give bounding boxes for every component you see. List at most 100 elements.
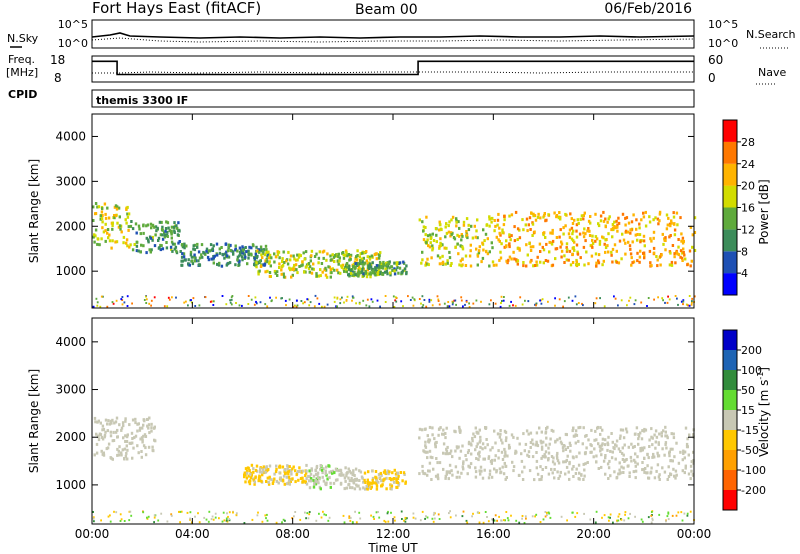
echo-cell xyxy=(480,260,483,264)
echo-cell xyxy=(546,259,550,263)
echo-cell xyxy=(269,296,271,299)
echo-cell xyxy=(364,481,367,484)
echo-cell xyxy=(418,436,421,440)
echo-cell xyxy=(673,474,676,478)
echo-cell xyxy=(349,471,353,475)
echo-cell xyxy=(675,211,679,215)
echo-cell xyxy=(464,264,468,267)
echo-cell xyxy=(476,263,479,267)
echo-cell xyxy=(506,454,509,458)
echo-cell xyxy=(131,437,134,440)
echo-cell xyxy=(584,451,587,455)
echo-cell xyxy=(337,262,340,266)
echo-cell xyxy=(432,239,436,242)
echo-cell xyxy=(262,249,265,253)
echo-cell xyxy=(504,465,507,468)
echo-cell xyxy=(359,259,362,263)
echo-cell xyxy=(586,229,589,233)
echo-cell xyxy=(628,299,630,302)
echo-cell xyxy=(637,442,640,446)
echo-cell xyxy=(547,457,550,460)
echo-cell xyxy=(607,217,610,221)
echo-cell xyxy=(649,237,652,241)
echo-cell xyxy=(304,480,307,484)
echo-cell xyxy=(462,460,465,464)
echo-cell xyxy=(180,510,183,513)
echo-cell xyxy=(643,256,646,260)
y-tick-label: 4000 xyxy=(55,129,86,143)
echo-cell xyxy=(445,472,448,476)
echo-cell xyxy=(631,445,635,449)
echo-cell xyxy=(582,235,586,239)
echo-cell xyxy=(497,238,500,242)
echo-cell xyxy=(94,228,98,232)
echo-cell xyxy=(210,257,213,261)
echo-cell xyxy=(544,430,548,434)
echo-cell xyxy=(666,515,669,518)
echo-cell xyxy=(540,302,543,305)
echo-cell xyxy=(296,253,299,257)
echo-cell xyxy=(258,269,261,273)
echo-cell xyxy=(657,441,660,445)
echo-cell xyxy=(142,231,145,235)
echo-cell xyxy=(121,448,124,452)
echo-cell xyxy=(540,441,543,445)
echo-cell xyxy=(521,218,524,222)
echo-cell xyxy=(489,448,492,452)
echo-cell xyxy=(465,217,469,221)
echo-cell xyxy=(516,259,520,263)
echo-cell xyxy=(302,251,305,255)
echo-cell xyxy=(488,264,491,268)
echo-cell xyxy=(273,252,276,256)
echo-cell xyxy=(515,519,518,522)
echo-cell xyxy=(582,462,585,466)
echo-cell xyxy=(550,428,553,432)
echo-cell xyxy=(481,447,484,451)
echo-cell xyxy=(476,236,479,240)
echo-cell xyxy=(111,457,114,461)
echo-cell xyxy=(275,479,279,483)
echo-cell xyxy=(351,299,353,302)
echo-cell xyxy=(690,259,693,263)
echo-cell xyxy=(428,449,432,453)
echo-cell xyxy=(145,236,148,240)
echo-cell xyxy=(267,250,270,254)
echo-cell xyxy=(599,214,603,218)
echo-cell xyxy=(604,456,607,460)
echo-cell xyxy=(540,477,543,481)
echo-cell xyxy=(170,247,173,251)
echo-cell xyxy=(468,302,470,305)
echo-cell xyxy=(628,244,632,248)
echo-cell xyxy=(529,249,533,252)
noise-left-label: N.Sky xyxy=(7,32,39,45)
echo-cell xyxy=(455,220,458,224)
echo-cell xyxy=(655,435,659,439)
echo-cell xyxy=(460,238,463,242)
echo-cell xyxy=(405,272,408,276)
echo-cell xyxy=(627,240,630,244)
echo-cell xyxy=(572,229,575,233)
echo-cell xyxy=(200,253,203,257)
echo-cell xyxy=(190,521,193,524)
echo-cell xyxy=(101,214,104,217)
echo-cell xyxy=(653,433,656,437)
echo-cell xyxy=(491,216,494,220)
echo-cell xyxy=(658,210,662,214)
echo-cell xyxy=(615,260,618,264)
echo-cell xyxy=(141,438,144,442)
echo-cell xyxy=(271,482,275,485)
echo-cell xyxy=(248,469,251,473)
echo-cell xyxy=(613,470,616,474)
echo-cell xyxy=(322,467,325,471)
echo-cell xyxy=(167,226,170,230)
echo-cell xyxy=(104,216,108,220)
echo-cell xyxy=(436,461,439,465)
echo-cell xyxy=(324,472,327,476)
echo-cell xyxy=(425,241,428,245)
echo-cell xyxy=(465,519,468,522)
echo-cell xyxy=(682,452,685,455)
echo-cell xyxy=(664,430,667,434)
echo-cell xyxy=(98,432,102,436)
echo-cell xyxy=(619,428,623,432)
